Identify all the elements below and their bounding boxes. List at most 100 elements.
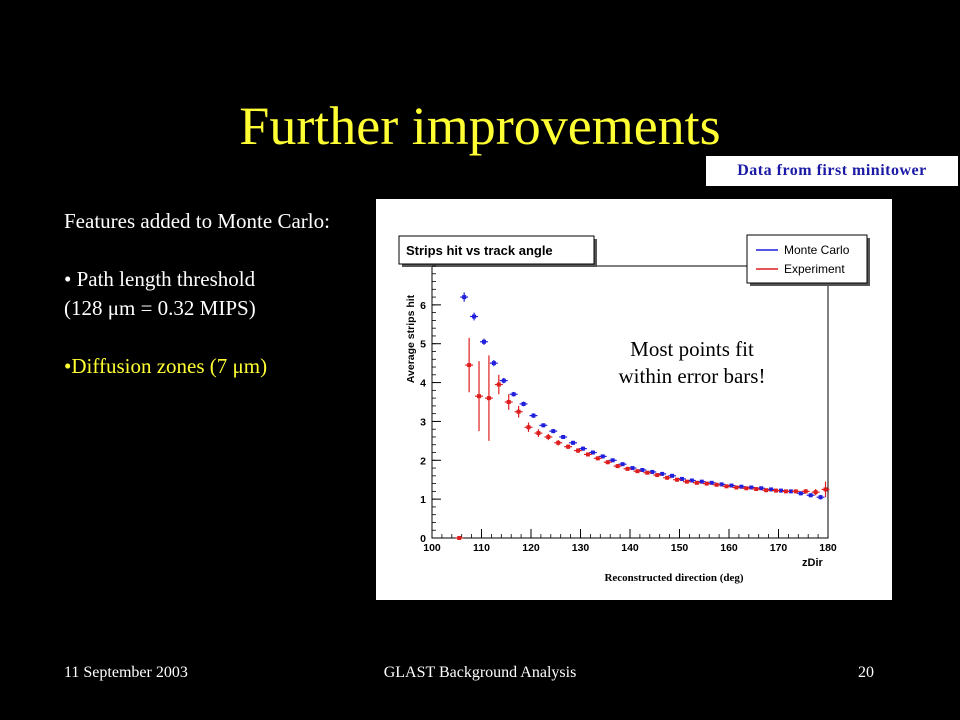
- monte-carlo-data-point: [769, 487, 774, 492]
- feature-diffusion-zones: •Diffusion zones (7 μm): [64, 354, 268, 378]
- experiment-data-point: [645, 470, 650, 475]
- monte-carlo-data-point: [699, 479, 704, 484]
- experiment-data-point: [655, 473, 660, 478]
- strips-hit-chart: Strips hit vs track angle Monte Carlo Ex…: [398, 234, 870, 584]
- experiment-data-point: [783, 489, 788, 494]
- callout-line2: within error bars!: [618, 364, 766, 388]
- fit-callout: Most points fit within error bars!: [592, 336, 792, 390]
- monte-carlo-data-point: [798, 491, 803, 496]
- y-tick-label: 4: [420, 378, 426, 390]
- slide-title: Further improvements: [239, 96, 721, 156]
- experiment-data-point: [486, 396, 491, 401]
- x-tick-label: 120: [522, 542, 540, 554]
- monte-carlo-data-point: [630, 466, 635, 471]
- data-points: [455, 292, 830, 540]
- legend-label-monte-carlo: Monte Carlo: [784, 243, 850, 257]
- x-tick-label: 100: [423, 542, 441, 554]
- experiment-data-point: [526, 425, 531, 430]
- experiment-data-point: [714, 482, 719, 487]
- experiment-data-point: [754, 487, 759, 492]
- footer-page-number: 20: [858, 664, 874, 681]
- feature-path-length-line1: • Path length threshold: [64, 267, 256, 291]
- monte-carlo-data-point: [620, 462, 625, 467]
- monte-carlo-data-point: [739, 484, 744, 489]
- y-tick-label: 6: [420, 300, 426, 312]
- monte-carlo-data-point: [541, 423, 546, 428]
- experiment-data-point: [536, 431, 541, 436]
- monte-carlo-data-point: [759, 486, 764, 491]
- monte-carlo-data-point: [689, 478, 694, 483]
- plot-frame: [431, 265, 829, 539]
- monte-carlo-data-point: [551, 429, 556, 434]
- x-axis-caption: Reconstructed direction (deg): [604, 572, 743, 584]
- y-axis-label: Average strips hit: [405, 294, 417, 383]
- monte-carlo-data-point: [511, 392, 516, 397]
- y-tick-label: 5: [420, 339, 426, 351]
- legend-label-experiment: Experiment: [784, 262, 845, 276]
- monte-carlo-data-point: [590, 450, 595, 455]
- x-axis-label: zDir: [802, 557, 824, 569]
- chart-panel: Strips hit vs track angle Monte Carlo Ex…: [376, 199, 892, 600]
- experiment-data-point: [477, 394, 482, 399]
- callout-line1: Most points fit: [630, 337, 754, 361]
- experiment-data-point: [635, 469, 640, 474]
- experiment-data-point: [793, 489, 798, 494]
- legend-box: [746, 234, 868, 284]
- monte-carlo-data-point: [709, 480, 714, 485]
- monte-carlo-data-point: [491, 361, 496, 366]
- experiment-data-point: [734, 485, 739, 490]
- monte-carlo-data-point: [660, 471, 665, 476]
- monte-carlo-data-point: [481, 339, 486, 344]
- footer-title: GLAST Background Analysis: [383, 664, 577, 681]
- experiment-data-point: [566, 444, 571, 449]
- monte-carlo-data-point: [788, 489, 793, 494]
- x-tick-label: 140: [621, 542, 639, 554]
- experiment-data-point: [615, 464, 620, 469]
- experiment-data-point: [625, 466, 630, 471]
- x-tick-label: 160: [720, 542, 738, 554]
- x-tick-label: 130: [572, 542, 590, 554]
- experiment-data-point: [595, 456, 600, 461]
- experiment-data-point: [605, 460, 610, 465]
- features-list: Features added to Monte Carlo: • Path le…: [64, 207, 354, 381]
- monte-carlo-data-point: [521, 401, 526, 406]
- monte-carlo-data-point: [531, 413, 536, 418]
- monte-carlo-data-point: [729, 483, 734, 488]
- experiment-data-point: [556, 440, 561, 445]
- y-tick-label: 2: [420, 455, 426, 467]
- experiment-data-point: [704, 481, 709, 486]
- monte-carlo-data-point: [749, 485, 754, 490]
- monte-carlo-data-point: [462, 295, 467, 300]
- monte-carlo-data-point: [679, 476, 684, 481]
- x-tick-label: 150: [671, 542, 689, 554]
- feature-path-length-line2: (128 μm = 0.32 MIPS): [64, 296, 256, 320]
- monte-carlo-data-point: [719, 482, 724, 487]
- monte-carlo-data-point: [650, 469, 655, 474]
- x-tick-label: 180: [819, 542, 837, 554]
- experiment-data-point: [803, 489, 808, 494]
- data-source-note: Data from first minitower: [706, 156, 958, 186]
- experiment-data-point: [744, 486, 749, 491]
- experiment-data-point: [457, 536, 462, 540]
- experiment-data-point: [823, 487, 828, 492]
- x-tick-label: 170: [770, 542, 788, 554]
- monte-carlo-data-point: [808, 493, 813, 498]
- y-tick-label: 0: [420, 533, 426, 545]
- monte-carlo-data-point: [670, 473, 675, 478]
- x-axis: 100 110 120 130 140 150 160 170 180: [423, 529, 837, 554]
- experiment-data-point: [665, 475, 670, 480]
- experiment-data-point: [813, 490, 818, 495]
- monte-carlo-data-point: [610, 458, 615, 463]
- monte-carlo-data-point: [778, 488, 783, 493]
- monte-carlo-data-point: [472, 314, 477, 319]
- chart-title-box: [398, 235, 595, 265]
- experiment-data-point: [467, 363, 472, 368]
- footer-date: 11 September 2003: [64, 664, 188, 681]
- monte-carlo-data-point: [600, 454, 605, 459]
- experiment-data-point: [506, 400, 511, 404]
- y-tick-label: 3: [420, 416, 426, 428]
- x-tick-label: 110: [473, 542, 490, 554]
- experiment-data-point: [585, 452, 590, 457]
- experiment-data-point: [516, 409, 521, 414]
- experiment-data-point: [576, 448, 581, 453]
